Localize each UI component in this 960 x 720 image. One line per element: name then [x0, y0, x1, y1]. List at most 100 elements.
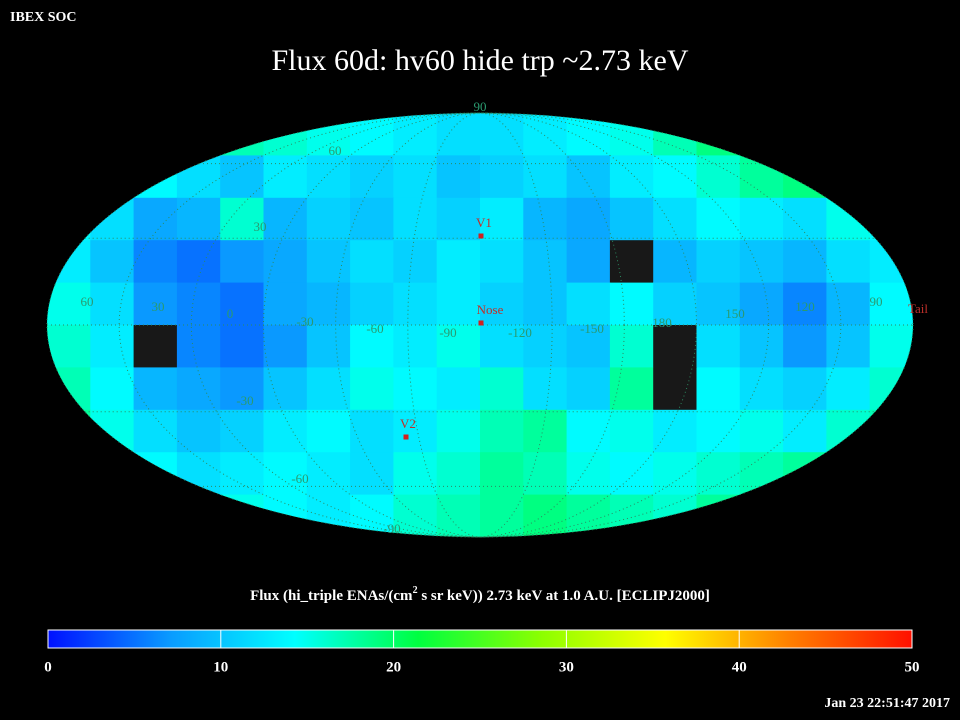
- flux-cell: [436, 325, 481, 368]
- flux-cell: [47, 325, 91, 368]
- colorbar: [47, 629, 913, 649]
- flux-cell: [90, 325, 135, 368]
- flux-cell: [609, 282, 654, 326]
- flux-cell: [696, 282, 741, 326]
- flux-cell: [696, 155, 741, 199]
- flux-cell: [739, 240, 784, 284]
- graticule-label: 180: [652, 315, 672, 330]
- flux-cell: [133, 155, 178, 199]
- flux-cell: [826, 197, 871, 241]
- marker-label: V2: [400, 416, 416, 431]
- flux-cell: [436, 240, 481, 284]
- flux-cell: [739, 409, 784, 453]
- flux-cell: [176, 494, 221, 537]
- flux-cell: [566, 452, 611, 496]
- flux-cell: [133, 494, 178, 537]
- flux-cell: [609, 494, 654, 537]
- flux-cell: [609, 325, 654, 368]
- flux-cell: [739, 452, 784, 496]
- flux-cell: [393, 409, 438, 453]
- flux-cell: [176, 282, 221, 326]
- flux-cell: [869, 282, 913, 326]
- flux-cell: [480, 155, 524, 199]
- flux-cell: [653, 240, 697, 284]
- flux-cell: [826, 494, 871, 537]
- flux-cell: [783, 113, 827, 156]
- flux-cell: [133, 452, 178, 496]
- flux-cell: [220, 282, 264, 326]
- colorbar-tick-label: 0: [44, 659, 52, 675]
- flux-cell: [47, 409, 91, 453]
- flux-cell: [350, 325, 394, 368]
- flux-cell: [696, 409, 741, 453]
- marker-label: Tail: [908, 301, 928, 316]
- flux-cell: [133, 113, 178, 156]
- flux-cell: [220, 494, 264, 537]
- flux-cell: [436, 155, 481, 199]
- flux-cell: [90, 409, 135, 453]
- graticule-label: 60: [329, 143, 342, 158]
- flux-cell: [90, 367, 135, 411]
- meridian: [190, 112, 770, 538]
- flux-cell: [739, 113, 784, 156]
- graticule-label: 150: [725, 306, 745, 321]
- flux-cell: [176, 409, 221, 453]
- graticule-label: -120: [508, 325, 532, 340]
- flux-cell: [263, 452, 308, 496]
- flux-cell: [739, 325, 784, 368]
- flux-cell: [220, 240, 264, 284]
- marker-dot: [403, 434, 409, 440]
- graticule-label: -150: [580, 321, 604, 336]
- flux-cell: [523, 367, 568, 411]
- marker-label: Nose: [477, 302, 504, 317]
- flux-cell: [393, 197, 438, 241]
- flux-cell: [47, 494, 91, 537]
- flux-cell: [47, 282, 91, 326]
- flux-cell: [436, 494, 481, 537]
- flux-cell: [566, 367, 611, 411]
- flux-cell: [869, 240, 913, 284]
- flux-cell: [350, 197, 394, 241]
- flux-cell: [826, 113, 871, 156]
- flux-cell: [826, 155, 871, 199]
- flux-cell: [869, 409, 913, 453]
- flux-cell: [263, 367, 308, 411]
- flux-cell: [869, 197, 913, 241]
- overlay: 90 60 30 60 30 0 -30 -60 -90 -120 -150 180 150 120 90 -…: [46, 99, 928, 538]
- flux-cell: [393, 282, 438, 326]
- flux-cell: [263, 282, 308, 326]
- flux-cell: [609, 155, 654, 199]
- flux-cell: [436, 409, 481, 453]
- flux-cell: [696, 113, 741, 156]
- flux-cell: [306, 325, 351, 368]
- flux-cell: [609, 409, 654, 453]
- graticule-label: 120: [795, 299, 815, 314]
- flux-cell: [220, 409, 264, 453]
- flux-cell: [306, 282, 351, 326]
- flux-cell: [90, 240, 135, 284]
- flux-cell: [696, 197, 741, 241]
- flux-cell: [306, 240, 351, 284]
- colorbar-tick-label: 50: [905, 659, 920, 675]
- flux-cell: [653, 452, 697, 496]
- flux-cell: [523, 282, 568, 326]
- flux-cell: [350, 113, 394, 156]
- flux-cell: [566, 282, 611, 326]
- flux-cell: [393, 325, 438, 368]
- graticule-label: 90: [474, 99, 487, 114]
- flux-cell: [523, 409, 568, 453]
- flux-cell: [696, 494, 741, 537]
- flux-cell: [263, 197, 308, 241]
- flux-cell: [783, 155, 827, 199]
- flux-cell: [696, 367, 741, 411]
- flux-cell: [393, 155, 438, 199]
- timestamp: Jan 23 22:51:47 2017: [824, 696, 950, 711]
- flux-cell: [480, 452, 524, 496]
- flux-cell: [869, 113, 913, 156]
- colorbar-label-sup: 2: [413, 585, 418, 596]
- flux-cell: [263, 325, 308, 368]
- flux-cell: [480, 240, 524, 284]
- flux-cell: [436, 282, 481, 326]
- flux-cell: [306, 494, 351, 537]
